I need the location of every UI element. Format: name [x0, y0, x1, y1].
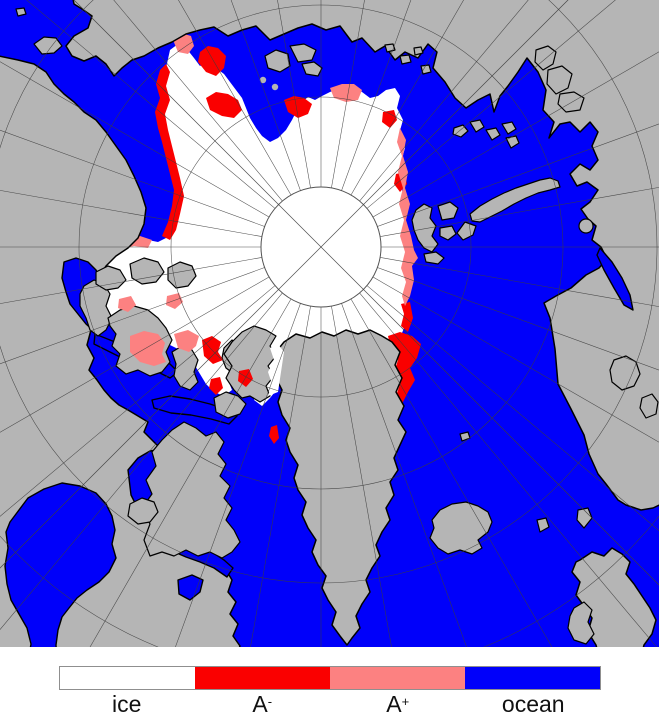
- southampton-island: [127, 497, 159, 525]
- legend-label-ice: ice: [112, 691, 142, 717]
- graticule-layer: [0, 0, 659, 647]
- lancaster-sound: [151, 395, 238, 425]
- ireland: [567, 601, 595, 645]
- white-sea: [596, 247, 634, 311]
- legend-colorbar: [59, 666, 601, 690]
- landmass-greenland: [275, 329, 407, 646]
- baffin-island: [141, 421, 241, 559]
- islands: [15, 7, 659, 647]
- ungava-bay: [177, 574, 204, 601]
- legend-label-ocean: ocean: [501, 691, 565, 717]
- legend-labels: ice A- A+ ocean: [59, 689, 601, 717]
- svalbard: [411, 203, 439, 253]
- legend-swatch-a-plus: [330, 667, 465, 689]
- franz-josef-land: [452, 124, 469, 138]
- legend-swatch-a-minus: [195, 667, 330, 689]
- iceland: [429, 501, 493, 555]
- faroe-islands: [536, 517, 550, 533]
- wrangel-island: [33, 36, 63, 55]
- legend-label-a-minus: A-: [252, 691, 273, 717]
- legend-swatch-ocean: [465, 667, 600, 689]
- new-siberian-islands: [264, 49, 291, 73]
- legend-label-a-plus: A+: [386, 691, 410, 717]
- legend-swatch-ice: [60, 667, 195, 689]
- severnaya-zemlya: [534, 45, 557, 71]
- arctic-sea-ice-map: [0, 0, 659, 647]
- british-isles: [571, 547, 657, 647]
- ellesmere-island: [223, 325, 277, 403]
